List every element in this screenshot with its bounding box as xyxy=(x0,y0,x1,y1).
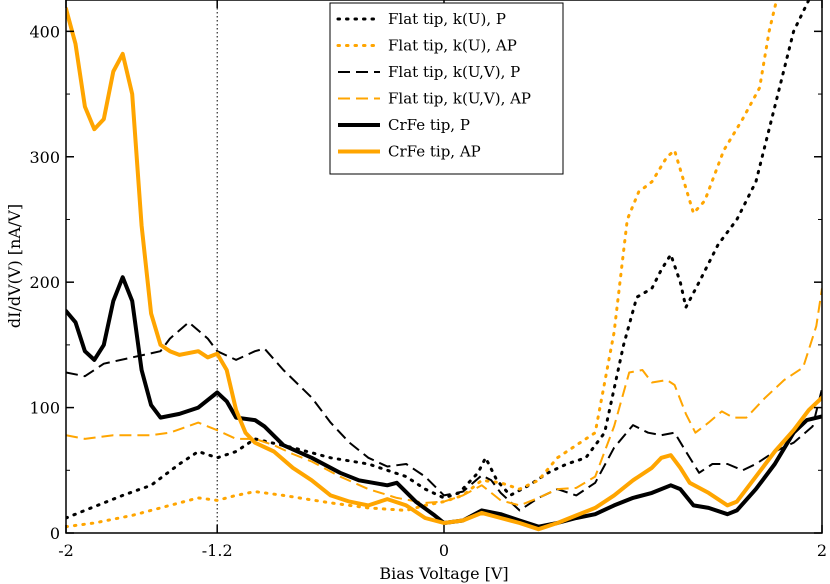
y-tick-label: 400 xyxy=(29,22,60,41)
y-tick-label: 0 xyxy=(50,524,60,543)
series-line-2 xyxy=(66,0,779,529)
legend-box xyxy=(329,2,564,175)
y-tick-label: 100 xyxy=(29,399,60,418)
y-tick-label: 200 xyxy=(29,273,60,292)
tick-layer: -2 -1.2 0 2 0 100 200 300 400 xyxy=(29,0,827,560)
series-line-4 xyxy=(66,288,822,507)
y-axis-label: dI/dV(V) [nA/V] xyxy=(5,204,24,328)
x-tick-label: 2 xyxy=(817,541,827,560)
series-line-1 xyxy=(66,0,811,520)
x-tick-label: 0 xyxy=(439,541,449,560)
y-tick-label: 300 xyxy=(29,148,60,167)
legend-label-2: Flat tip, k(U), AP xyxy=(388,37,517,55)
legend-label-6: CrFe tip, AP xyxy=(388,143,481,161)
x-tick-label: -1.2 xyxy=(202,541,233,560)
series-line-3 xyxy=(66,321,822,512)
legend-label-4: Flat tip, k(U,V), AP xyxy=(388,90,531,108)
legend-label-3: Flat tip, k(U,V), P xyxy=(388,63,520,81)
legend-label-1: Flat tip, k(U), P xyxy=(388,10,506,28)
x-tick-label: -2 xyxy=(58,541,74,560)
series-line-5 xyxy=(66,275,822,529)
series-layer xyxy=(66,0,822,532)
x-axis-label: Bias Voltage [V] xyxy=(379,564,508,583)
legend: Flat tip, k(U), P Flat tip, k(U), AP Flat … xyxy=(329,2,564,175)
series-line-6 xyxy=(66,6,822,532)
legend-label-5: CrFe tip, P xyxy=(388,116,470,134)
